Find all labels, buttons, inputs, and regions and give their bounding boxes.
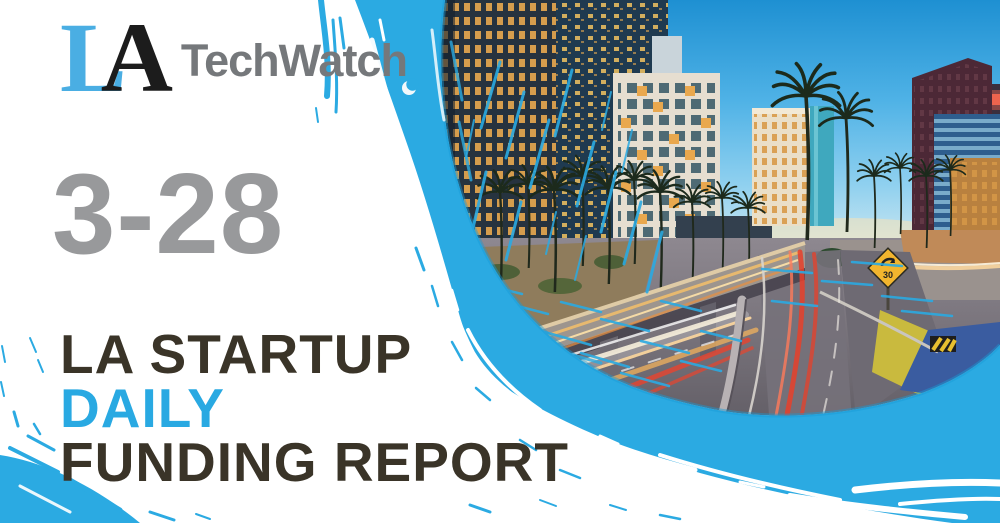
moon-icon — [402, 78, 419, 95]
speed-limit-sign: 30 — [867, 247, 909, 310]
blue-path-area — [900, 322, 1000, 393]
corner-brush — [0, 434, 140, 523]
median-barrier — [717, 295, 747, 416]
paint-specks — [0, 0, 682, 522]
la-city-photo: 30 — [441, 0, 1000, 416]
brush-texture — [369, 18, 1000, 520]
sign-speed-text: 30 — [883, 270, 893, 280]
guardrail — [819, 290, 939, 354]
brush-arc — [355, 0, 1000, 523]
